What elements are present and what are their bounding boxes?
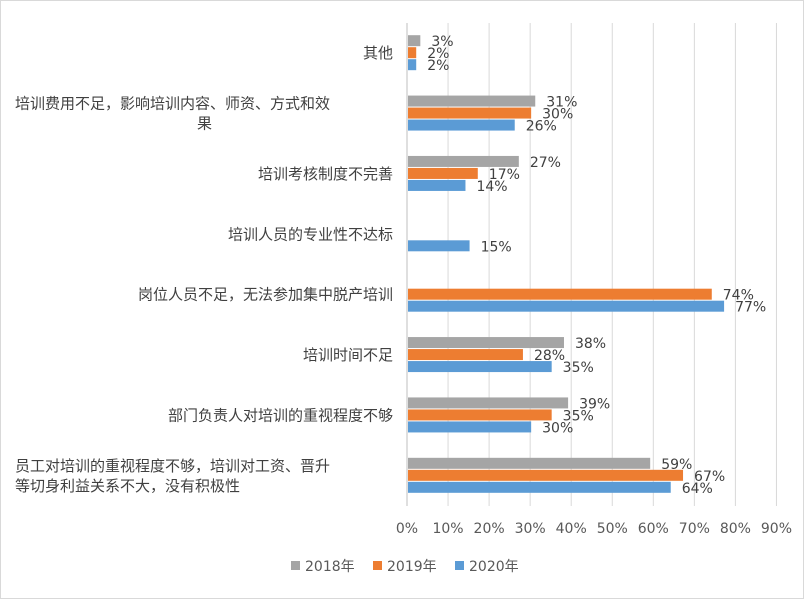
data-label: 2% [427,58,449,74]
gridlines [447,23,777,506]
data-label: 35% [563,408,594,424]
x-tick-label: 10% [432,521,463,537]
x-tick-label: 70% [679,521,710,537]
axes: 0% 10% 20% 30% 40% 50% 60% 70% 80% 90% 其他培训费用不足，影响… [15,23,792,537]
x-tick-label: 60% [638,521,669,537]
bar-2020年-2 [408,179,466,191]
data-label: 28% [534,348,565,364]
bar-2020年-1 [408,119,515,131]
data-label: 30% [542,420,573,436]
bar-2018年-2 [408,155,519,167]
category-label: 部门负责人对培训的重视程度不够 [168,406,393,424]
bar-2019年-5 [408,349,523,361]
data-label: 15% [481,239,512,255]
legend-label: 2018年 [305,559,355,575]
category-label: 等切身利益关系不大，没有积极性 [15,477,240,495]
data-label: 67% [694,469,725,485]
x-tick-label: 80% [720,521,751,537]
bar-2020年-3 [408,240,470,252]
category-label: 培训费用不足，影响培训内容、师资、方式和效 [15,95,330,113]
category-label: 岗位人员不足，无法参加集中脱产培训 [138,286,393,304]
bar-2018年-7 [408,457,651,469]
data-label: 31% [546,95,577,111]
data-label: 27% [530,155,561,171]
category-label: 其他 [363,44,393,62]
data-label: 64% [682,481,713,497]
data-label: 59% [661,457,692,473]
legend-swatch [373,561,382,570]
bar-2018年-1 [408,95,536,107]
bar-2018年-0 [408,35,421,47]
legend-swatch [291,561,300,570]
bar-2020年-5 [408,361,552,373]
data-label: 30% [542,107,573,123]
bar-2019年-1 [408,107,532,119]
data-label: 35% [563,360,594,376]
category-label: 培训人员的专业性不达标 [228,225,393,243]
data-label: 2% [427,46,449,62]
x-tick-label: 40% [556,521,587,537]
x-tick-label: 0% [396,521,418,537]
bar-2020年-7 [408,481,671,493]
data-labels: 3%31%27%38%39%59%2%30%17%74%28%35%67%2%2… [427,34,766,497]
data-label: 3% [431,34,453,50]
x-tick-label: 20% [474,521,505,537]
legend-swatch [455,561,464,570]
legend-label: 2020年 [469,559,519,575]
bar-2019年-0 [408,47,417,59]
data-label: 38% [575,336,606,352]
data-label: 39% [579,396,610,412]
bar-2018年-6 [408,397,569,409]
bar-2020年-6 [408,421,532,433]
category-label: 培训时间不足 [303,346,393,364]
data-label: 14% [476,179,507,195]
bar-2019年-2 [408,167,478,179]
bar-2020年-0 [408,59,417,71]
bar-2018年-5 [408,337,564,349]
data-label: 74% [723,288,754,304]
x-tick-label: 90% [761,521,792,537]
legend: 2018年 2019年 2020年 [291,559,519,575]
x-tick-label: 30% [515,521,546,537]
category-label: 员工对培训的重视程度不够，培训对工资、晋升 [15,457,330,475]
data-label: 77% [735,300,766,316]
bar-2019年-7 [408,469,684,481]
legend-label: 2019年 [387,559,437,575]
bar-2019年-4 [408,288,712,300]
bars [408,35,725,493]
category-label: 果 [197,115,212,133]
data-label: 17% [489,167,520,183]
bar-2019年-6 [408,409,552,421]
x-tick-label: 50% [597,521,628,537]
bar-2020年-4 [408,300,725,312]
category-label: 培训考核制度不完善 [258,165,393,183]
data-label: 26% [526,119,557,135]
